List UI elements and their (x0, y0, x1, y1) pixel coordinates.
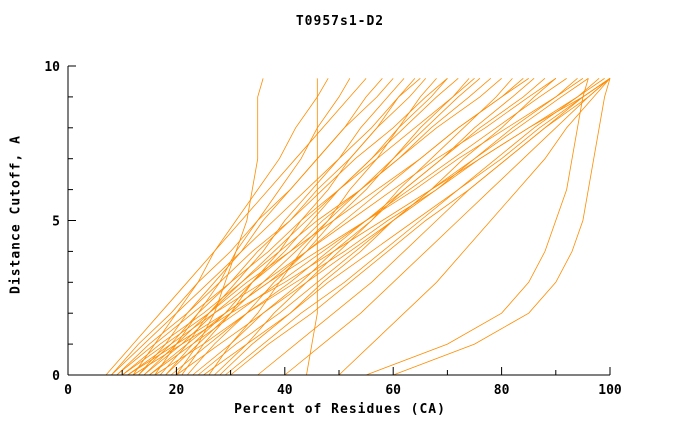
curve (143, 78, 459, 376)
curve (365, 78, 589, 376)
curve (338, 78, 611, 376)
curve (176, 78, 264, 376)
curve (170, 78, 546, 376)
curve (143, 78, 492, 376)
curve (111, 78, 394, 376)
curve (219, 78, 557, 376)
curve (165, 78, 448, 376)
curve (116, 78, 448, 376)
x-tick-label: 0 (64, 383, 72, 398)
curve (159, 78, 405, 376)
curve (197, 78, 578, 376)
curve (186, 78, 470, 376)
curve (132, 78, 611, 376)
x-tick-label: 80 (494, 383, 510, 398)
curve (224, 78, 600, 376)
curve (132, 78, 329, 376)
curve (257, 78, 611, 376)
chart-title: T0957s1-D2 (295, 14, 385, 29)
curve (111, 78, 421, 376)
curve (138, 78, 427, 376)
curve (208, 78, 437, 376)
x-tick-label: 40 (277, 383, 293, 398)
x-tick-label: 100 (598, 383, 622, 398)
curve (116, 78, 475, 376)
curve (284, 78, 611, 376)
curve (154, 78, 351, 376)
curve (306, 78, 318, 376)
curve (214, 78, 513, 376)
curve (127, 78, 557, 376)
x-tick-label: 60 (385, 383, 401, 398)
curve (192, 78, 535, 376)
curve (181, 78, 416, 376)
curve (105, 78, 367, 376)
curve (149, 78, 524, 376)
curve (393, 78, 611, 376)
x-axis-label: Percent of Residues (CA) (234, 402, 446, 417)
curve (203, 78, 611, 376)
y-tick-label: 5 (52, 215, 60, 230)
y-tick-label: 10 (44, 60, 60, 75)
curve (138, 78, 383, 376)
x-tick-label: 20 (169, 383, 185, 398)
y-tick-label: 0 (52, 369, 60, 384)
curve (230, 78, 611, 376)
y-axis-label: Distance Cutoff, A (8, 135, 24, 294)
curve (154, 78, 605, 376)
